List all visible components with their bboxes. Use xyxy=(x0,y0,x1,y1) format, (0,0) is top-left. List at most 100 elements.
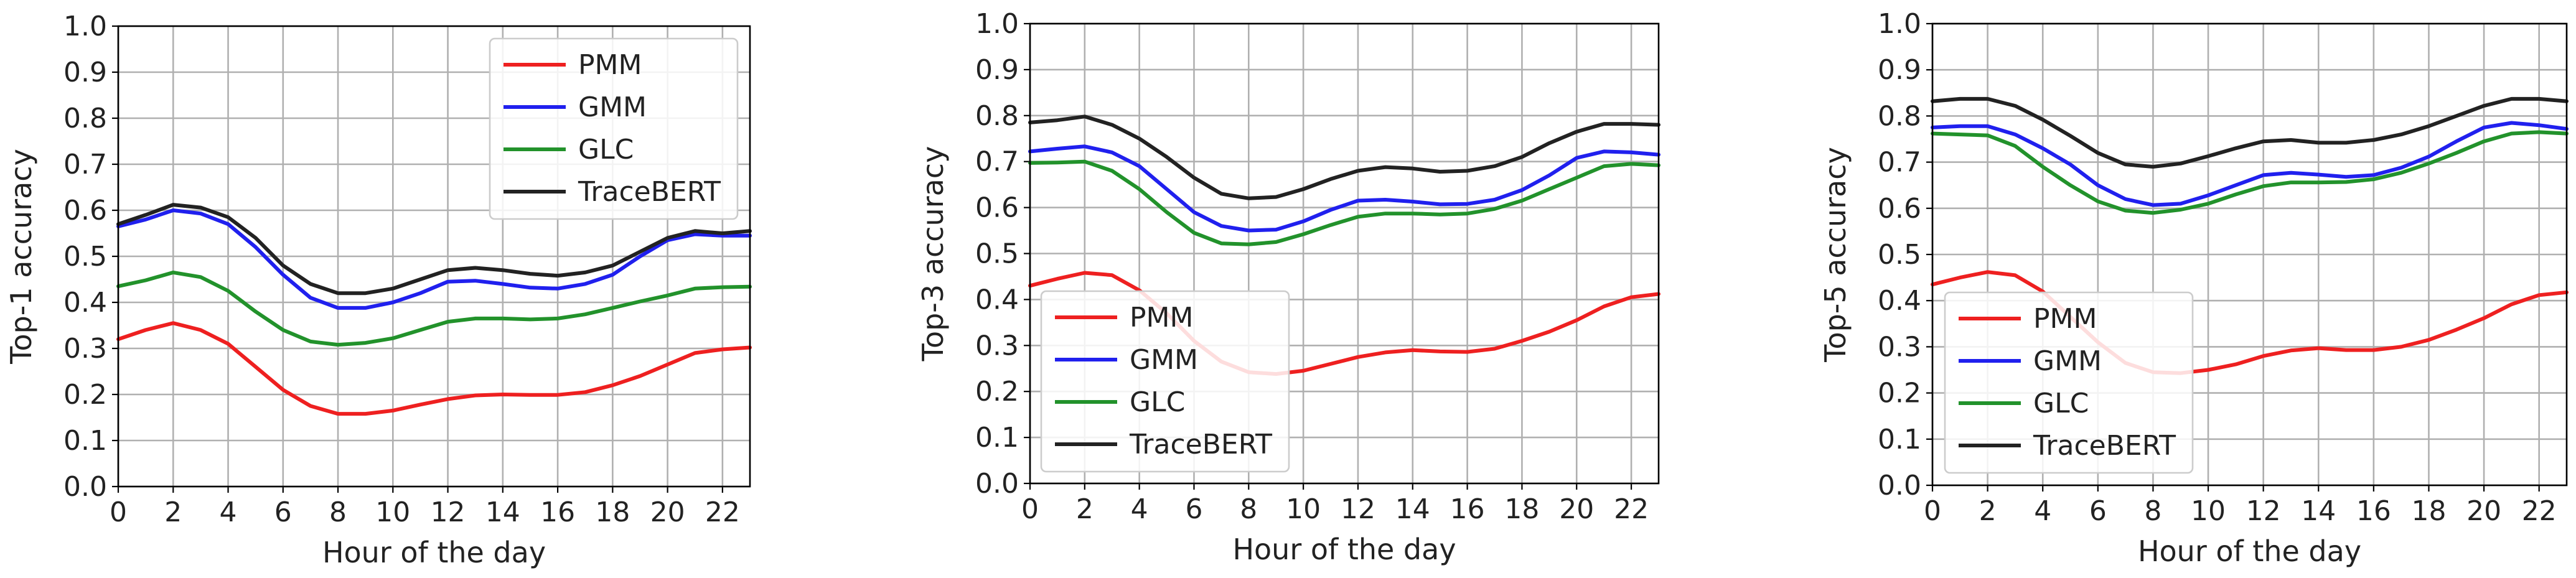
x-tick-label: 10 xyxy=(2191,495,2226,527)
plot-frame xyxy=(117,25,751,488)
y-tick-label: 0.5 xyxy=(63,241,107,273)
y-tick-label: 0.6 xyxy=(975,192,1019,224)
x-tick-label: 10 xyxy=(1286,493,1321,525)
x-axis-label: Hour of the day xyxy=(1232,533,1456,566)
x-tick-label: 20 xyxy=(2466,495,2501,527)
legend: PMM GMM GLC TraceBERT xyxy=(1040,290,1290,473)
y-axis-label: Top-3 accuracy xyxy=(916,146,950,362)
series-line-glc xyxy=(1931,130,2569,215)
series-line-gmm xyxy=(116,208,752,310)
x-tick-label: 2 xyxy=(1076,493,1094,525)
x-tick-label: 16 xyxy=(540,496,575,528)
series-line-pmm xyxy=(1028,271,1660,376)
y-tick-label: 0.4 xyxy=(975,284,1019,315)
y-tick-label: 0.7 xyxy=(975,146,1019,178)
x-tick-label: 16 xyxy=(1450,493,1485,525)
x-tick-label: 0 xyxy=(1924,495,1941,527)
y-axis-label: Top-5 accuracy xyxy=(1819,147,1852,363)
legend-label-glc: GLC xyxy=(2033,388,2089,419)
x-tick-label: 6 xyxy=(274,496,292,528)
y-axis-label: Top-1 accuracy xyxy=(4,149,38,365)
x-tick-label: 14 xyxy=(2301,495,2336,527)
plot-frame xyxy=(1931,22,2568,487)
legend-label-pmm: PMM xyxy=(1130,302,1193,333)
legend-label-tracebert: TraceBERT xyxy=(578,176,721,208)
x-tick-label: 4 xyxy=(1131,493,1148,525)
y-tick-label: 0.4 xyxy=(1878,285,1921,317)
legend-label-glc: GLC xyxy=(1130,386,1185,418)
y-tick-label: 0.0 xyxy=(63,471,107,503)
x-tick-label: 16 xyxy=(2356,495,2391,527)
plot-frame xyxy=(1029,22,1660,485)
series-line-tracebert xyxy=(116,203,752,296)
x-tick-label: 12 xyxy=(431,496,466,528)
y-tick-label: 0.6 xyxy=(1878,193,1921,225)
x-tick-label: 4 xyxy=(220,496,237,528)
chart-panel-1: 0 2 4 6 8 10 12 14 16 18 20 22 0.0 0.1 0.2 0.3 0.4 0.5 0.6… xyxy=(4,11,752,569)
legend-label-gmm: GMM xyxy=(1130,344,1198,376)
y-tick-label: 0.2 xyxy=(975,376,1019,408)
y-tick-label: 0.2 xyxy=(63,379,107,411)
x-tick-label: 0 xyxy=(1021,493,1039,525)
legend-label-pmm: PMM xyxy=(578,49,642,81)
y-tick-label: 1.0 xyxy=(1878,8,1921,40)
y-tick-label: 0.5 xyxy=(1878,239,1921,271)
y-tick-label: 0.7 xyxy=(63,149,107,180)
series-line-tracebert xyxy=(1028,114,1660,200)
y-tick-label: 0.3 xyxy=(975,330,1019,361)
y-tick-label: 1.0 xyxy=(975,8,1019,40)
x-tick-label: 6 xyxy=(2089,495,2107,527)
y-tick-label: 0.1 xyxy=(1878,424,1921,455)
x-tick-label: 18 xyxy=(595,496,630,528)
series-line-tracebert xyxy=(1931,96,2569,169)
x-tick-label: 6 xyxy=(1185,493,1202,525)
x-tick-label: 18 xyxy=(2411,495,2446,527)
x-tick-label: 4 xyxy=(2034,495,2051,527)
x-tick-label: 12 xyxy=(1341,493,1375,525)
x-tick-label: 10 xyxy=(375,496,410,528)
y-tick-label: 0.1 xyxy=(63,425,107,457)
chart-panel-2: 0 2 4 6 8 10 12 14 16 18 20 22 0.0 0.1 0.2 0.3 0.4 0.5 0.6… xyxy=(916,8,1660,566)
series-line-gmm xyxy=(1931,121,2569,207)
x-tick-label: 18 xyxy=(1504,493,1539,525)
x-tick-label: 22 xyxy=(705,496,740,528)
y-tick-label: 0.4 xyxy=(63,287,107,319)
x-tick-label: 22 xyxy=(2522,495,2557,527)
y-tick-label: 0.6 xyxy=(63,195,107,226)
y-tick-label: 0.2 xyxy=(1878,378,1921,409)
legend-label-pmm: PMM xyxy=(2033,303,2097,335)
series-line-glc xyxy=(1028,159,1660,246)
series-line-glc xyxy=(116,270,752,347)
chart-panel-3: 0 2 4 6 8 10 12 14 16 18 20 22 0.0 0.1 0.2 0.3 0.4 0.5 0.6… xyxy=(1819,8,2569,568)
y-tick-label: 0.9 xyxy=(1878,54,1921,86)
y-tick-label: 0.0 xyxy=(1878,470,1921,501)
legend-label-glc: GLC xyxy=(578,134,634,165)
y-tick-label: 1.0 xyxy=(63,11,107,42)
legend-label-gmm: GMM xyxy=(2033,345,2102,377)
y-tick-label: 0.3 xyxy=(1878,331,1921,363)
x-axis-label: Hour of the day xyxy=(2138,534,2361,568)
y-tick-label: 0.7 xyxy=(1878,147,1921,179)
x-tick-label: 8 xyxy=(1240,493,1257,525)
x-tick-label: 2 xyxy=(164,496,182,528)
legend: PMM GMM GLC TraceBERT xyxy=(1944,291,2194,474)
x-tick-label: 8 xyxy=(329,496,347,528)
legend-label-gmm: GMM xyxy=(578,91,647,123)
series-line-gmm xyxy=(1028,144,1660,233)
x-tick-label: 0 xyxy=(110,496,127,528)
legend-label-tracebert: TraceBERT xyxy=(1129,429,1272,460)
legend-box xyxy=(489,37,739,220)
series-line-pmm xyxy=(116,321,752,416)
y-tick-label: 0.0 xyxy=(975,468,1019,500)
x-tick-label: 2 xyxy=(1979,495,1997,527)
y-tick-label: 0.9 xyxy=(63,57,107,88)
x-tick-label: 22 xyxy=(1614,493,1649,525)
x-tick-label: 8 xyxy=(2144,495,2161,527)
y-tick-label: 0.8 xyxy=(975,100,1019,132)
y-tick-label: 0.8 xyxy=(63,103,107,134)
legend: PMM GMM GLC TraceBERT xyxy=(489,37,739,220)
y-tick-label: 0.3 xyxy=(63,333,107,365)
x-tick-label: 14 xyxy=(1395,493,1430,525)
y-tick-label: 0.8 xyxy=(1878,100,1921,132)
